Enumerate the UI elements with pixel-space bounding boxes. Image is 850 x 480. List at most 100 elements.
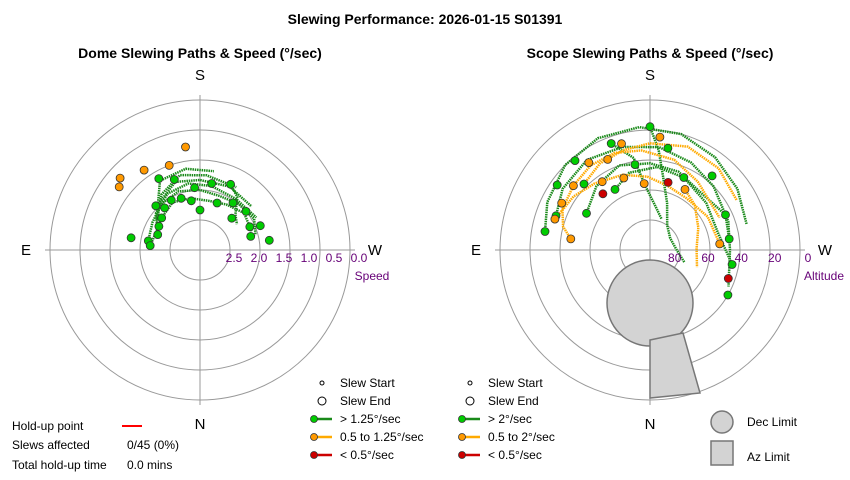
dome-cardinal-bottom: N — [195, 416, 206, 433]
dome-slew-point — [153, 230, 163, 240]
scope-slew-point — [610, 184, 620, 194]
dome-legend-label: Slew Start — [340, 376, 395, 390]
scope-slew-point — [597, 177, 607, 187]
scope-legend-label: Slew End — [488, 394, 539, 408]
dome-radial-tick: 1.5 — [276, 251, 293, 265]
dome-radial-ticks: 2.5 2.0 1.5 1.0 0.5 0.0 — [226, 251, 368, 265]
scope-slew-point — [540, 227, 550, 236]
dome-radial-tick: 1.0 — [301, 251, 318, 265]
scope-legend-label: < 0.5°/sec — [488, 448, 542, 462]
scope-slew-point — [552, 180, 562, 190]
scope-legend-dot-slow — [458, 451, 466, 459]
scope-legend-dot-fast — [458, 415, 466, 423]
dome-slew-path — [154, 182, 258, 235]
scope-points — [540, 122, 737, 300]
dome-slew-point — [245, 222, 255, 232]
dome-radial-tick: 2.0 — [251, 251, 268, 265]
dome-legend-dot-slow — [310, 451, 318, 459]
dome-slew-point — [207, 179, 217, 188]
dec-limit-label: Dec Limit — [747, 415, 798, 429]
chart-title: Slewing Performance: 2026-01-15 S01391 — [288, 11, 563, 27]
scope-radial-axis-label: Altitude — [804, 269, 844, 283]
dome-radial-tick: 0.5 — [326, 251, 343, 265]
dome-panel: Dome Slewing Paths & Speed (°/sec) S N E… — [21, 45, 389, 433]
scope-cardinal-right: W — [818, 242, 833, 259]
scope-radial-tick: 20 — [768, 251, 782, 265]
scope-radial-tick: 0 — [805, 251, 812, 265]
scope-slew-point — [645, 122, 655, 132]
scope-slew-point — [723, 274, 733, 283]
dome-radial-tick: 0.0 — [351, 251, 368, 265]
scope-legend-label: > 2°/sec — [488, 412, 532, 426]
total-holdup-label: Total hold-up time — [12, 458, 107, 472]
scope-slew-point — [566, 234, 576, 244]
scope-slew-point — [679, 173, 689, 182]
total-holdup-value: 0.0 mins — [127, 458, 172, 472]
scope-panel: Scope Slewing Paths & Speed (°/sec) S N … — [471, 45, 844, 433]
dome-cardinal-left: E — [21, 242, 31, 259]
dome-slew-point — [186, 196, 196, 206]
dome-slew-point — [264, 235, 274, 245]
dome-slew-point — [169, 175, 179, 184]
scope-cardinal-left: E — [471, 242, 481, 259]
scope-legend: Slew Start Slew End > 2°/sec 0.5 to 2°/sec <… — [458, 376, 555, 462]
dome-legend-dot-mid — [310, 433, 318, 441]
scope-slew-point — [606, 139, 616, 148]
dome-slew-point — [151, 201, 161, 211]
scope-slew-path — [585, 162, 731, 240]
dome-slew-point — [166, 195, 176, 205]
dome-legend-label: < 0.5°/sec — [340, 448, 394, 462]
dome-slew-point — [176, 193, 186, 203]
dome-legend-end-marker — [317, 396, 327, 406]
az-limit-label: Az Limit — [747, 450, 790, 464]
dome-slew-path — [156, 167, 215, 208]
dome-slew-point — [190, 183, 200, 193]
scope-radial-tick: 60 — [701, 251, 715, 265]
scope-slew-point — [598, 189, 608, 199]
scope-slew-path — [583, 142, 738, 201]
dome-slew-point — [154, 221, 164, 231]
scope-slew-point — [582, 208, 591, 218]
scope-slew-point — [557, 198, 567, 208]
dome-legend-dot-fast — [310, 415, 318, 423]
holdup-stats: Hold-up point Slews affected 0/45 (0%) T… — [12, 419, 179, 472]
scope-radial-tick: 80 — [668, 251, 682, 265]
scope-slew-point — [617, 139, 626, 149]
dome-slew-point — [246, 231, 256, 241]
scope-legend-start-marker — [467, 380, 473, 386]
dome-radial-axis-label: Speed — [355, 269, 390, 283]
scope-legend-label: Slew Start — [488, 376, 543, 390]
scope-legend-label: 0.5 to 2°/sec — [488, 430, 555, 444]
dome-cardinal-right: W — [368, 242, 383, 259]
dome-points — [114, 142, 274, 251]
dome-legend-start-marker — [319, 380, 325, 386]
dome-slew-point — [154, 174, 164, 184]
scope-slew-point — [603, 154, 613, 164]
dome-slew-point — [241, 206, 251, 216]
dome-slew-point — [157, 213, 167, 223]
dome-slew-point — [181, 142, 190, 152]
scope-title: Scope Slewing Paths & Speed (°/sec) — [527, 45, 774, 61]
dome-legend-label: 0.5 to 1.25°/sec — [340, 430, 424, 444]
scope-slew-path — [561, 149, 721, 240]
scope-slew-path — [610, 142, 663, 220]
scope-slew-point — [715, 239, 725, 249]
az-limit-swatch — [710, 440, 734, 466]
scope-slew-path — [648, 126, 686, 264]
scope-slew-point — [680, 184, 690, 194]
scope-slew-point — [655, 132, 665, 142]
scope-slew-point — [579, 179, 589, 189]
dome-grid — [45, 95, 355, 405]
dome-slew-point — [228, 198, 238, 208]
scope-radial-ticks: 80 60 40 20 0 — [668, 251, 812, 265]
scope-slew-point — [584, 158, 594, 168]
dome-legend-label: > 1.25°/sec — [340, 412, 401, 426]
dome-slew-point — [226, 179, 236, 189]
scope-slew-point — [721, 210, 730, 220]
dome-cardinal-top: S — [195, 67, 205, 84]
dome-radial-tick: 2.5 — [226, 251, 243, 265]
dome-title: Dome Slewing Paths & Speed (°/sec) — [78, 45, 322, 61]
dome-slew-path — [147, 188, 257, 242]
dome-slew-point — [195, 205, 205, 215]
dome-slew-point — [227, 213, 237, 223]
